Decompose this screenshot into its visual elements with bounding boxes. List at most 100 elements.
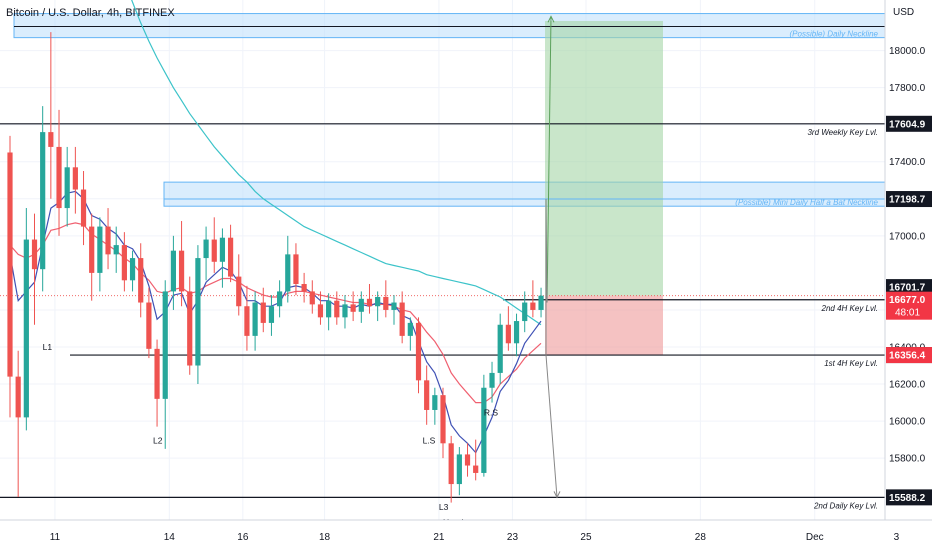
price-axis-bg [885, 0, 932, 550]
candle-body [489, 372, 495, 388]
projection-arrowhead-up [547, 15, 555, 23]
candle-body [56, 146, 62, 209]
candle-body [375, 296, 381, 307]
time-tick-label: 21 [433, 532, 445, 543]
price-tag-bg [886, 291, 932, 320]
mini-daily-neckline-zone [163, 181, 886, 207]
price-tag-label: 17198.7 [889, 195, 926, 206]
key-levels: (Possible) Daily Neckline 3rd Weekly Key … [0, 26, 885, 510]
pattern-label: L.S [423, 435, 436, 445]
pattern-label: R.S [484, 408, 499, 418]
price-tag-bg [886, 191, 932, 208]
candle-body [40, 132, 46, 270]
candle-body [530, 302, 536, 310]
candle-body [227, 237, 234, 277]
candle-body [211, 239, 217, 262]
time-tick-label: 18 [319, 532, 331, 543]
candle-body [146, 302, 152, 349]
candle-body [105, 226, 111, 255]
pattern-label: L1 [43, 342, 53, 352]
candle-body [48, 132, 54, 147]
candle-body [481, 387, 487, 473]
candle-body [203, 239, 209, 259]
price-tag-label: 17604.9 [889, 119, 926, 130]
price-tag-bg [886, 489, 932, 506]
candles [7, 32, 544, 503]
price-tick-label: 16000.0 [889, 417, 926, 428]
candle-body [178, 250, 185, 292]
candle-body [252, 302, 258, 336]
candle-body [513, 321, 520, 344]
candle-body [448, 443, 454, 485]
candle-body [162, 291, 168, 399]
currency-label: USD [893, 7, 915, 18]
candle-body [113, 245, 119, 255]
key-level-label: 1st 4H Key Lvl. [824, 359, 878, 368]
candle-body [326, 300, 332, 318]
time-tick-label: 23 [507, 532, 519, 543]
candle-body [195, 258, 201, 366]
candle-body [7, 152, 13, 377]
price-tick-label: 17400.0 [889, 157, 926, 168]
price-tick-label: 15800.0 [889, 454, 926, 465]
candle-body [97, 226, 103, 273]
candle-body [236, 276, 242, 307]
candle-body [383, 296, 389, 310]
candle-body [358, 298, 364, 312]
candle-body [170, 250, 176, 292]
key-level-label: 2nd Daily Key Lvl. [813, 501, 878, 510]
candle-body [350, 304, 356, 312]
candle-body [366, 298, 373, 307]
key-level-label: 2nd 4H Key Lvl. [821, 304, 878, 313]
candle-body [154, 348, 160, 399]
candle-body [23, 239, 29, 418]
candle-body [80, 189, 87, 227]
price-tag-label: 15588.2 [889, 493, 926, 504]
candle-body [391, 302, 397, 310]
candle-body [415, 322, 422, 381]
price-tag-bg [886, 115, 932, 132]
candle-body [456, 454, 462, 485]
candle-body [309, 291, 315, 305]
price-tick-label: 17800.0 [889, 83, 926, 94]
price-tick-label: 18000.0 [889, 46, 926, 57]
candle-body [342, 304, 348, 318]
daily-neckline-zone [13, 13, 886, 39]
candle-body [129, 258, 136, 281]
chart-title: Bitcoin / U.S. Dollar, 4h, BITFINEX [6, 7, 175, 19]
time-tick-label: 16 [237, 532, 249, 543]
price-tag-label: 16677.0 [889, 295, 926, 306]
candle-body [219, 237, 226, 262]
price-tick-label: 16200.0 [889, 380, 926, 391]
candle-body [293, 254, 299, 285]
candle-body [424, 380, 430, 410]
pattern-label: L3 [439, 502, 449, 512]
grid-lines [0, 0, 897, 520]
price-tag-bg [886, 279, 932, 296]
candle-body [538, 295, 544, 310]
projection-arrow-up [546, 16, 552, 303]
candle-body [334, 300, 340, 318]
key-level-label: (Possible) Mini Daily Half a Bat Necklin… [735, 198, 878, 207]
candle-body [505, 324, 511, 344]
candle-body [277, 291, 283, 307]
candle-body [440, 395, 446, 444]
ema-fast-line [9, 190, 542, 454]
candle-body [432, 395, 438, 410]
candle-body [268, 306, 275, 323]
candle-body [72, 167, 78, 190]
candle-body [473, 465, 479, 473]
candle-body [121, 245, 127, 281]
time-tick-label: Dec [806, 532, 824, 543]
candle-body [301, 284, 307, 292]
time-tick-label: 28 [695, 532, 707, 543]
candle-body [285, 254, 291, 292]
candle-body [64, 167, 70, 209]
candle-body [407, 322, 413, 336]
time-tick-label: 11 [50, 532, 61, 543]
pattern-label: L2 [153, 435, 163, 445]
projection-arrow-down-2 [545, 355, 558, 498]
price-tag-countdown: 48:01 [895, 308, 920, 319]
